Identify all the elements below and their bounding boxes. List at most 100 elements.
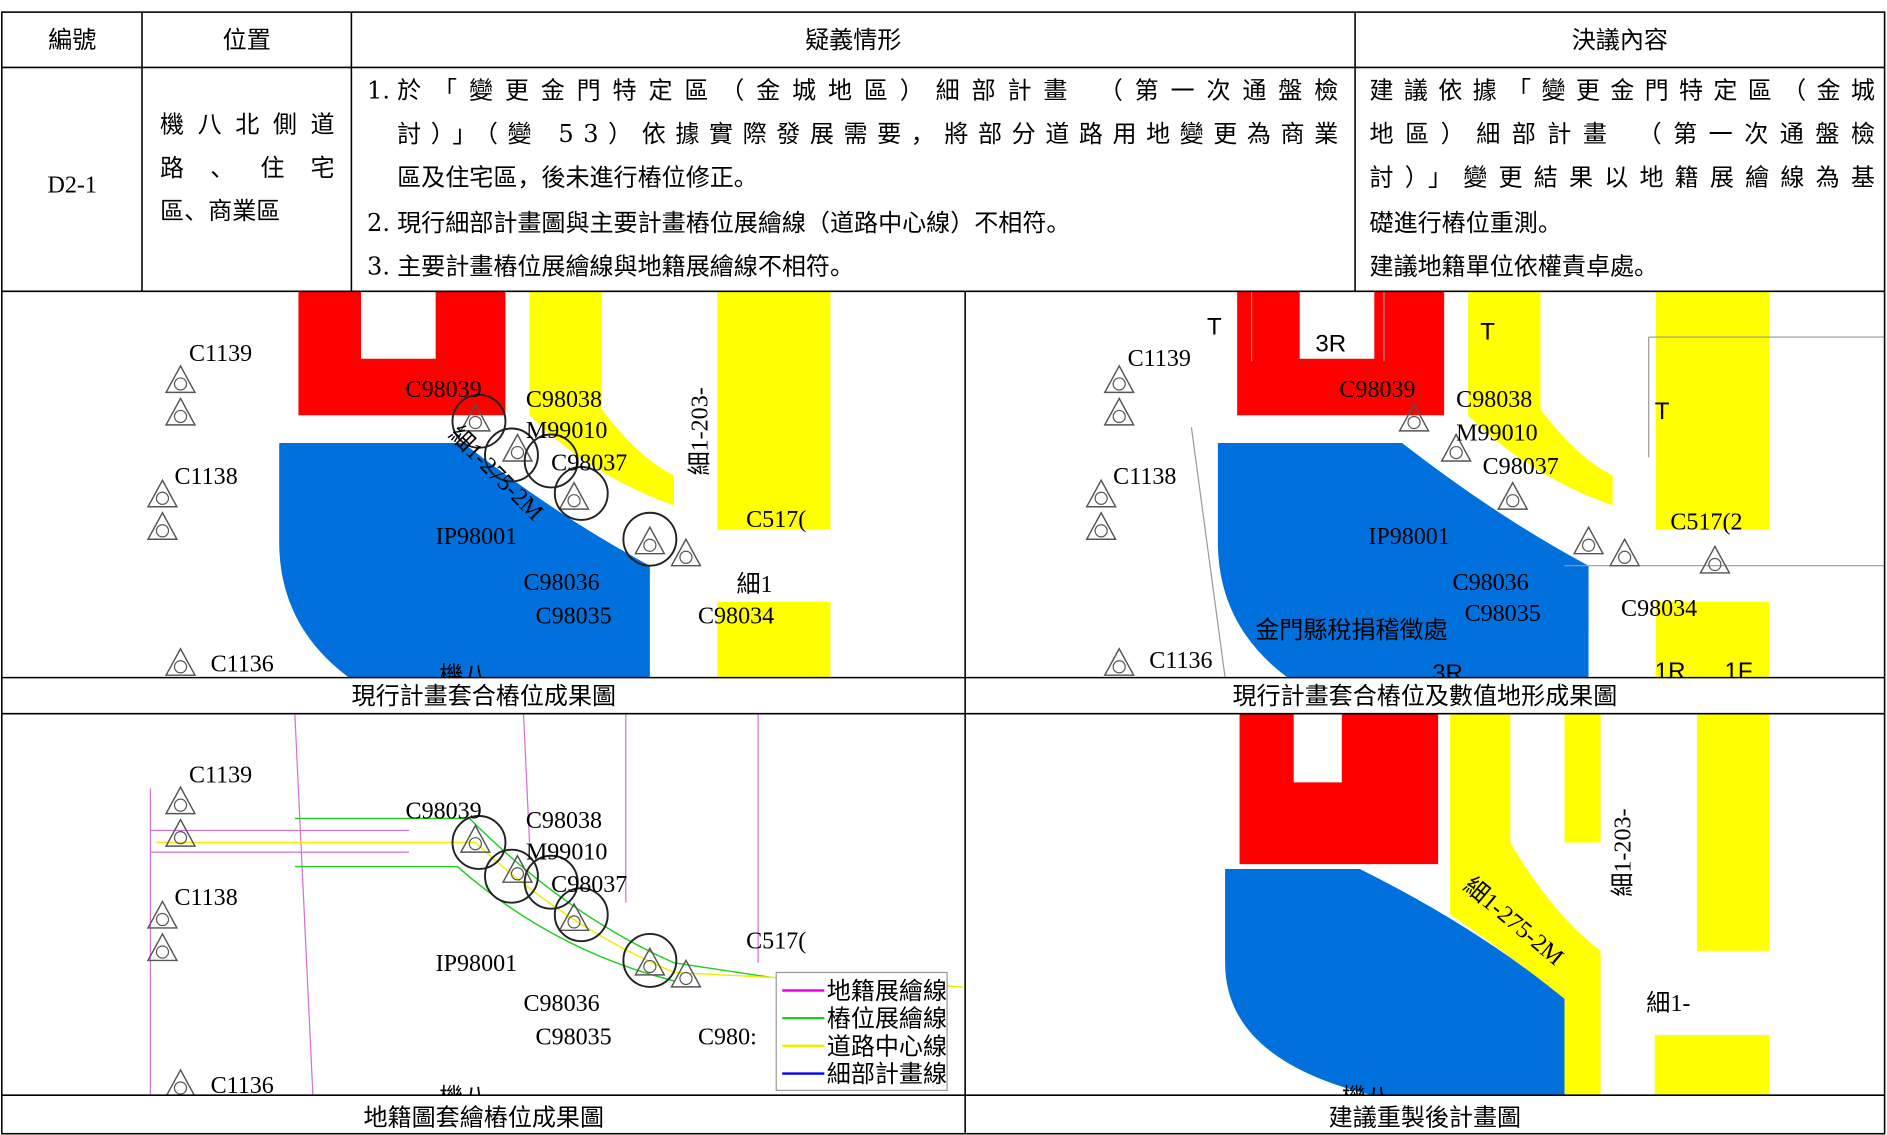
header-cell: 位置: [223, 26, 271, 54]
map-label: 3R: [1315, 330, 1346, 357]
resolution-line: 建議依據「變更金門特定區（金城: [1370, 77, 1875, 105]
school-zone: [1217, 442, 1589, 678]
map-label: T: [1207, 314, 1222, 341]
issue-line: 於「變更金門特定區（金城地區）細部計畫 （第一次通盤檢: [397, 77, 1338, 105]
map-label: C98039: [406, 377, 482, 403]
figure-caption: 地籍圖套繪樁位成果圖: [364, 1103, 604, 1131]
map-label: 機八: [439, 663, 487, 690]
map-label: C98039: [406, 798, 482, 824]
survey-marker: [1398, 402, 1430, 432]
survey-marker-dot: [1407, 415, 1421, 430]
residential-zone: [1655, 291, 1770, 530]
survey-marker: [1085, 511, 1117, 540]
map-label: C1136: [211, 1073, 274, 1099]
survey-marker-dot: [1112, 377, 1126, 391]
map-label: T: [1655, 398, 1670, 425]
map-label: C98036: [523, 570, 599, 596]
survey-marker-dot: [643, 959, 657, 974]
residential-zone: [1655, 601, 1770, 678]
map-label: C1139: [1128, 346, 1191, 372]
map-label: IP98001: [1368, 524, 1450, 550]
survey-marker: [164, 647, 197, 676]
survey-marker-dot: [173, 1081, 188, 1095]
survey-marker: [164, 364, 197, 394]
survey-marker: [165, 1068, 196, 1096]
survey-marker: [146, 478, 179, 508]
survey-marker-dot: [1506, 494, 1520, 508]
residential-zone: [529, 291, 674, 506]
marker-ring: [523, 433, 579, 489]
map-label: C98039: [1339, 377, 1415, 403]
marker-ring: [523, 854, 579, 910]
marker-ring: [451, 815, 507, 870]
map-label: 細1-: [1646, 990, 1690, 1017]
map-label: C1138: [1113, 464, 1176, 490]
map-label: C1136: [211, 652, 274, 678]
survey-marker: [146, 899, 179, 929]
survey-marker-dot: [1112, 409, 1126, 424]
survey-marker: [1572, 525, 1605, 555]
survey-marker: [146, 511, 179, 540]
map-label: C1139: [189, 341, 252, 367]
legend-label: 道路中心線: [827, 1033, 947, 1060]
map-label: C98037: [551, 451, 627, 477]
residential-zone: [717, 601, 831, 678]
survey-marker: [558, 902, 590, 932]
residential-zone: [1564, 713, 1601, 843]
issue-line: 現行細部計畫圖與主要計畫樁位展繪線（道路中心線）不相符。: [397, 209, 1070, 237]
issue-number: 2.: [367, 209, 390, 237]
location-line: 路、住宅: [160, 154, 334, 182]
map-label: 機八: [1342, 1084, 1390, 1111]
header-cell: 決議內容: [1572, 26, 1668, 54]
residential-zone: [1450, 713, 1601, 1096]
survey-marker: [558, 481, 590, 510]
marker-ring: [553, 466, 609, 521]
survey-marker-dot: [173, 377, 188, 391]
map-label: C517(2: [1670, 510, 1742, 536]
map-label: C98038: [1456, 387, 1532, 413]
survey-marker-dot: [155, 945, 170, 959]
survey-marker: [1608, 537, 1641, 567]
survey-marker-dot: [567, 915, 581, 929]
map-label: T: [1480, 318, 1495, 345]
map-label: M99010: [526, 839, 608, 865]
residential-zone: [1468, 291, 1613, 506]
commercial-zone: [1239, 713, 1439, 865]
survey-marker-dot: [679, 550, 693, 564]
location-line: 區、商業區: [160, 197, 280, 225]
map-label: C98037: [1483, 454, 1559, 480]
survey-marker-dot: [1094, 524, 1108, 538]
resolution-line: 地區）細部計畫 （第一次通盤檢: [1370, 120, 1875, 148]
survey-marker: [164, 818, 197, 847]
survey-marker-dot: [1581, 538, 1596, 552]
map-figure: C1139 C98039 C98038 M99010 C98037 C1138 C517(I…: [146, 291, 831, 690]
survey-marker: [634, 946, 666, 976]
figure-caption: 現行計畫套合樁位成果圖: [352, 682, 617, 710]
survey-marker: [1085, 478, 1117, 508]
terrain-line: [1190, 427, 1226, 678]
survey-marker-dot: [1618, 550, 1632, 564]
map-label: 3R: [1432, 660, 1463, 687]
survey-marker-dot: [155, 524, 170, 538]
survey-marker-dot: [1708, 557, 1722, 572]
map-label: C98037: [551, 872, 627, 898]
survey-marker: [1699, 544, 1731, 574]
marker-ring: [553, 887, 609, 943]
survey-marker: [1103, 396, 1135, 426]
survey-marker-dot: [679, 971, 693, 986]
commercial-zone: [1237, 291, 1445, 416]
survey-marker-dot: [173, 660, 188, 674]
resolution-line: 建議地籍單位依權責卓處。: [1370, 252, 1659, 280]
marker-ring: [622, 511, 678, 567]
survey-marker-dot: [1449, 445, 1463, 460]
survey-marker-dot: [155, 491, 170, 505]
school-zone: [1225, 868, 1565, 1096]
header-cell: 疑義情形: [805, 26, 901, 54]
issue-number: 1.: [367, 77, 390, 105]
resolution-line: 討）」變更結果以地籍展繪線為基: [1370, 163, 1875, 191]
marker-ring: [484, 848, 539, 904]
issue-number: 3.: [367, 252, 390, 280]
